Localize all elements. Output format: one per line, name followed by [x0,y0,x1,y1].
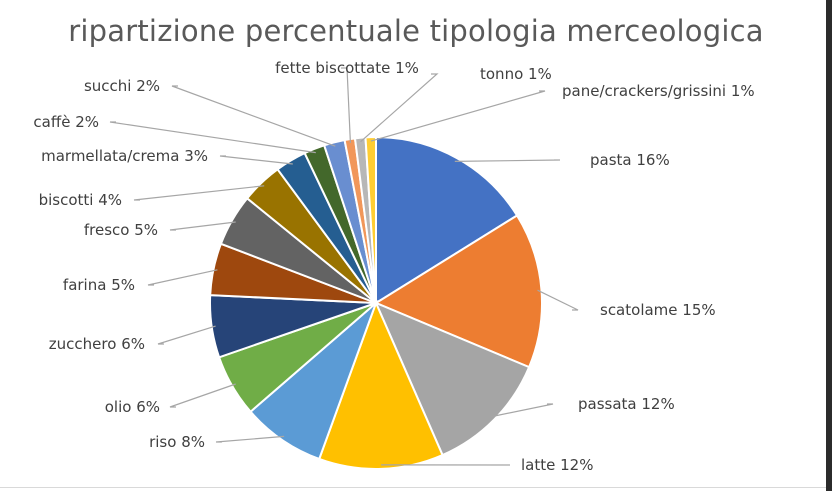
leader-line-caff [109,121,316,154]
chart-title: ripartizione percentuale tipologia merce… [68,14,764,48]
leader-line-farina [147,269,218,286]
leader-line-tonno [360,73,439,143]
data-label-latte: latte 12% [521,456,593,474]
leader-line-marmellata-crema [219,155,293,165]
data-label-pasta: pasta 16% [590,151,670,169]
data-label-zucchero: zucchero 6% [49,335,145,353]
leader-line-pasta [454,159,561,162]
data-label-marmellata-crema: marmellata/crema 3% [41,147,208,165]
leader-line-fette-biscottate [341,67,351,144]
pie-slice-scatolame [373,214,543,369]
pie-slice-pasta [375,135,519,305]
window-edge [826,0,832,491]
pie-slices [209,135,543,470]
leader-line-pane-crackers-grissini [370,90,546,142]
data-label-tonno: tonno 1% [480,65,552,83]
leader-lines [109,67,579,466]
data-label-fette-biscottate: fette biscottate 1% [275,59,419,77]
data-label-caff: caffè 2% [33,113,99,131]
leader-line-biscotti [133,185,265,201]
data-label-succhi: succhi 2% [84,77,160,95]
pie-slice-passata [374,301,531,457]
leader-line-zucchero [157,325,216,345]
leader-line-fresco [169,221,236,231]
pie-slice-latte [317,300,444,470]
leader-line-succhi [171,85,336,147]
data-label-pane-crackers-grissini: pane/crackers/grissini 1% [562,82,755,100]
data-labels: pasta 16% scatolame 15% passata 12% latte 1… [33,59,754,474]
data-label-passata: passata 12% [578,395,675,413]
data-label-scatolame: scatolame 15% [600,301,716,319]
data-label-biscotti: biscotti 4% [39,191,122,209]
leader-line-olio [169,383,236,408]
data-label-riso: riso 8% [149,433,205,451]
data-label-fresco: fresco 5% [84,221,158,239]
leader-line-riso [215,435,285,443]
data-label-olio: olio 6% [105,398,160,416]
leader-line-passata [491,403,554,418]
data-label-farina: farina 5% [63,276,135,294]
leader-line-scatolame [537,289,579,311]
